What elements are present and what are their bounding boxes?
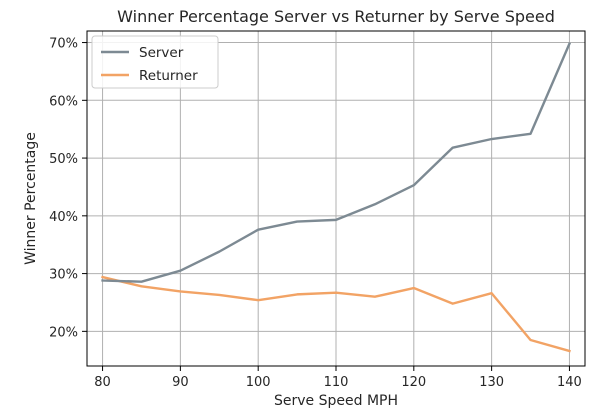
legend-label-server: Server xyxy=(139,45,184,61)
y-tick-label: 50% xyxy=(49,152,78,167)
x-tick-label: 90 xyxy=(172,375,189,390)
y-tick-label: 60% xyxy=(49,94,78,109)
legend: Server Returner xyxy=(91,35,219,89)
x-tick-label: 80 xyxy=(94,375,111,390)
chart-title: Winner Percentage Server vs Returner by … xyxy=(117,7,555,26)
y-tick-label: 40% xyxy=(49,210,78,225)
series-line-server xyxy=(101,42,572,283)
x-tick-label: 140 xyxy=(557,375,582,390)
legend-label-returner: Returner xyxy=(139,68,198,84)
y-axis-ticks: 20% 30% 40% 50% 60% 70% xyxy=(49,37,87,340)
x-tick-label: 110 xyxy=(324,375,349,390)
series-lines xyxy=(101,42,572,353)
x-tick-label: 120 xyxy=(401,375,426,390)
series-line-returner xyxy=(101,275,571,353)
x-axis-ticks: 80 90 100 110 120 130 140 xyxy=(94,366,582,390)
y-tick-label: 30% xyxy=(49,268,78,283)
y-tick-label: 70% xyxy=(49,37,78,52)
x-axis-title: Serve Speed MPH xyxy=(274,393,398,409)
y-tick-label: 20% xyxy=(49,325,78,340)
y-axis-title: Winner Percentage xyxy=(23,132,39,265)
x-tick-label: 130 xyxy=(479,375,504,390)
grid xyxy=(87,31,585,366)
x-tick-label: 100 xyxy=(246,375,271,390)
